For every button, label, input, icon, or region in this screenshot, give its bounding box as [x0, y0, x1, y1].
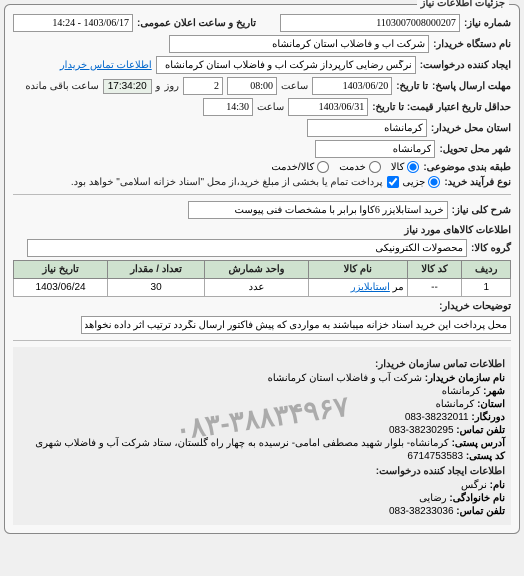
pub-datetime-input[interactable]	[13, 14, 133, 32]
fax-label: دورنگار:	[471, 412, 505, 423]
name-value: نرگس	[461, 480, 487, 491]
subject-type-label: طبقه بندی موضوعی:	[423, 162, 511, 173]
cell-qty: 30	[108, 279, 205, 297]
org-label: نام سازمان خریدار:	[425, 373, 505, 384]
cell-idx: 1	[462, 279, 511, 297]
delivery-city-label: شهر محل تحویل:	[439, 144, 511, 155]
buyer-org-input[interactable]	[169, 35, 429, 53]
price-valid-label: حداقل تاریخ اعتبار قیمت: تا تاریخ:	[372, 102, 511, 113]
buyer-province-label: استان محل خریدار:	[431, 123, 511, 134]
lname-value: رضایی	[419, 493, 447, 504]
table-row: 1 -- مر استابلایزر عدد 30 1403/06/24	[14, 279, 511, 297]
postal-value: 6714753583	[407, 451, 463, 462]
need-title-label: شرح کلی نیاز:	[452, 205, 511, 216]
cell-unit: عدد	[204, 279, 308, 297]
contact-section-title: اطلاعات تماس سازمان خریدار:	[19, 359, 505, 370]
price-valid-date-input[interactable]	[288, 98, 368, 116]
radio-small-option[interactable]: جزیی	[403, 176, 441, 188]
col-idx: ردیف	[462, 261, 511, 279]
addr-label: آدرس پستی:	[452, 438, 505, 449]
province-value: کرمانشاه	[436, 399, 475, 410]
radio-service-label: خدمت	[339, 162, 366, 173]
req-creator-section-title: اطلاعات ایجاد کننده درخواست:	[19, 466, 505, 477]
fax-value: 38232011-083	[405, 412, 469, 423]
col-name: نام کالا	[308, 261, 407, 279]
province-label: استان:	[477, 399, 505, 410]
time-label-2: ساعت	[257, 102, 284, 113]
radio-goodservice[interactable]	[317, 161, 329, 173]
need-no-input[interactable]	[280, 14, 460, 32]
deadline-date-input[interactable]	[312, 77, 392, 95]
items-table: ردیف کد کالا نام کالا واحد شمارش تعداد /…	[13, 260, 511, 297]
and-label: و	[156, 81, 161, 92]
desc-input[interactable]	[81, 316, 511, 334]
need-title-input[interactable]	[188, 201, 448, 219]
delivery-city-input[interactable]	[315, 140, 435, 158]
col-code: کد کالا	[407, 261, 462, 279]
cell-date: 1403/06/24	[14, 279, 108, 297]
table-header-row: ردیف کد کالا نام کالا واحد شمارش تعداد /…	[14, 261, 511, 279]
item-name-link[interactable]: استابلایزر	[351, 282, 390, 293]
days-input[interactable]	[183, 77, 223, 95]
contact-block: ۰۸۳-۳۸۸۳۴۹۶۷ اطلاعات تماس سازمان خریدار:…	[13, 347, 511, 525]
time-label-1: ساعت	[281, 81, 308, 92]
col-unit: واحد شمارش	[204, 261, 308, 279]
days-label: روز	[164, 81, 179, 92]
buyer-contact-link[interactable]: اطلاعات تماس خریدار	[60, 60, 152, 71]
process-type-label: نوع فرآیند خرید:	[444, 177, 511, 188]
radio-goodservice-label: کالا/خدمت	[271, 162, 314, 173]
cell-name: مر استابلایزر	[308, 279, 407, 297]
buyer-org-label: نام دستگاه خریدار:	[433, 39, 511, 50]
org-value: شرکت آب و فاضلاب استان کرمانشاه	[268, 373, 422, 384]
subject-type-radio-group: کالا خدمت کالا/خدمت	[271, 161, 419, 173]
desc-label: توضیحات خریدار:	[439, 301, 511, 312]
lname-label: نام خانوادگی:	[449, 493, 505, 504]
phone2-value: 38233036-083	[389, 506, 454, 517]
radio-service[interactable]	[369, 161, 381, 173]
phone-value: 38230295-083	[389, 425, 454, 436]
remaining-time-box: 17:34:20	[103, 79, 152, 94]
treasury-checkbox[interactable]	[387, 176, 399, 188]
radio-small[interactable]	[428, 176, 440, 188]
items-section-title: اطلاعات کالاهای مورد نیاز	[13, 225, 511, 236]
radio-goods-label: کالا	[391, 162, 405, 173]
pub-datetime-label: تاریخ و ساعت اعلان عمومی:	[137, 18, 256, 29]
requester-label: ایجاد کننده درخواست:	[420, 60, 511, 71]
city-label: شهر:	[483, 386, 505, 397]
col-qty: تعداد / مقدار	[108, 261, 205, 279]
need-no-label: شماره نیاز:	[464, 18, 511, 29]
city-value: کرمانشاه	[442, 386, 481, 397]
send-deadline-label: مهلت ارسال پاسخ:	[432, 81, 511, 92]
postal-label: کد پستی:	[466, 451, 505, 462]
cell-code: --	[407, 279, 462, 297]
price-valid-time-input[interactable]	[203, 98, 253, 116]
radio-service-option[interactable]: خدمت	[339, 161, 381, 173]
process-note: پرداخت تمام یا بخشی از مبلغ خرید،از محل …	[71, 177, 383, 188]
buyer-province-input[interactable]	[307, 119, 427, 137]
cell-name-prefix: مر	[393, 282, 404, 293]
radio-goods-option[interactable]: کالا	[391, 161, 420, 173]
deadline-time-input[interactable]	[227, 77, 277, 95]
group-label: گروه کالا:	[471, 243, 511, 254]
need-details-panel: جزئیات اطلاعات نیاز شماره نیاز: تاریخ و …	[4, 4, 520, 534]
remaining-time-value: 17:34:20	[108, 81, 147, 92]
col-date: تاریخ نیاز	[14, 261, 108, 279]
requester-input[interactable]	[156, 56, 416, 74]
to-date-label: تا تاریخ:	[396, 81, 428, 92]
addr-value: کرمانشاه- بلوار شهید مصطفی امامی- نرسیده…	[35, 438, 449, 449]
group-input[interactable]	[27, 239, 467, 257]
radio-goodservice-option[interactable]: کالا/خدمت	[271, 161, 329, 173]
phone2-label: تلفن تماس:	[456, 506, 505, 517]
radio-goods[interactable]	[407, 161, 419, 173]
name-label: نام:	[490, 480, 505, 491]
remaining-label: ساعت باقی مانده	[25, 81, 98, 92]
panel-title: جزئیات اطلاعات نیاز	[417, 0, 509, 9]
radio-small-label: جزیی	[403, 177, 426, 188]
phone-label: تلفن تماس:	[456, 425, 505, 436]
